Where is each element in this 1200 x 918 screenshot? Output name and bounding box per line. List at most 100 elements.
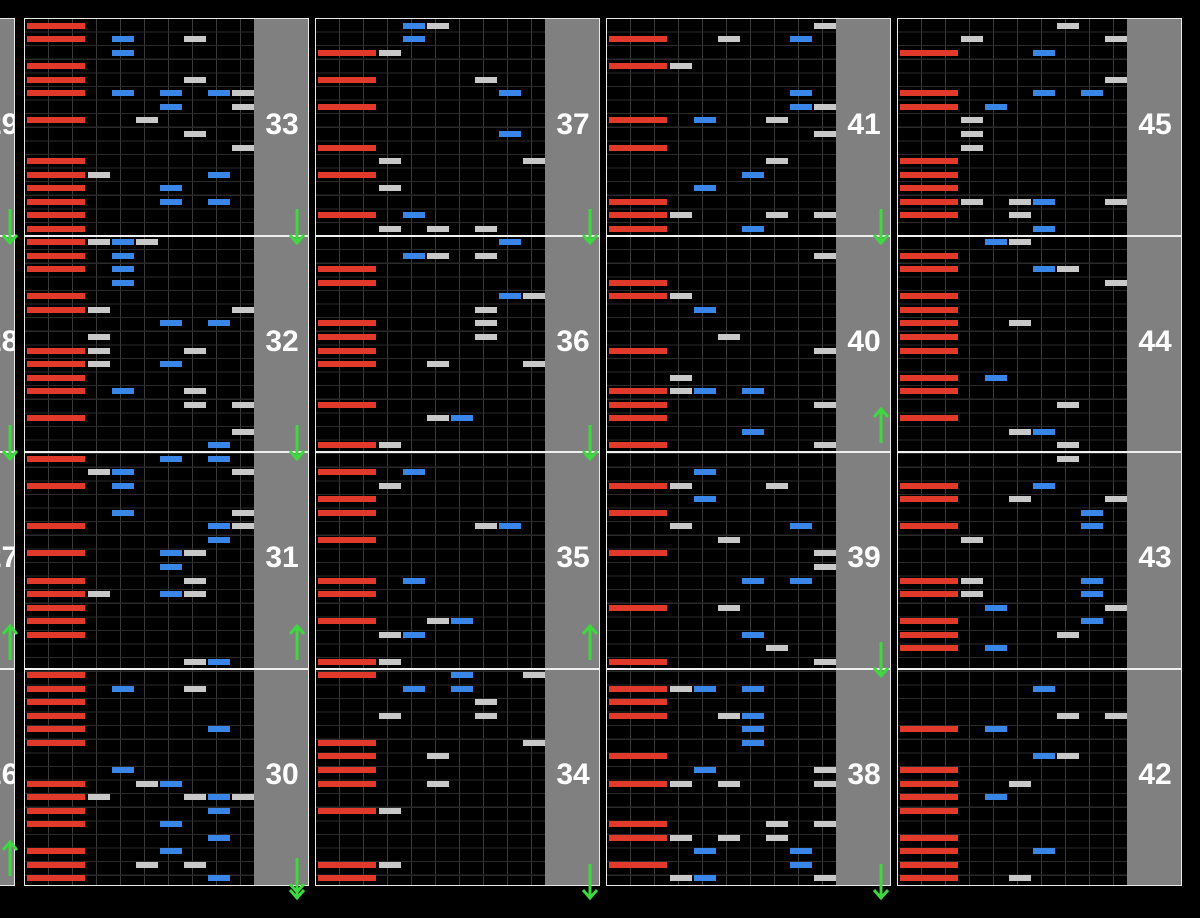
scratch-note — [609, 212, 667, 219]
white-key-note — [1009, 320, 1031, 327]
scratch-note — [609, 861, 667, 868]
white-key-note — [1057, 455, 1079, 462]
white-key-note — [475, 225, 497, 232]
white-key-note — [232, 401, 254, 408]
scratch-note — [27, 875, 85, 882]
measure-number: 44 — [1138, 324, 1172, 358]
scratch-note — [318, 333, 376, 340]
measure-separator — [0, 667, 14, 670]
white-key-note — [1105, 36, 1127, 43]
scratch-note — [27, 672, 85, 679]
scratch-note — [609, 279, 667, 286]
blue-key-note — [694, 848, 716, 855]
scratch-note — [900, 90, 958, 97]
scratch-note — [900, 198, 958, 205]
blue-key-note — [1033, 428, 1055, 435]
scratch-note — [27, 848, 85, 855]
blue-key-note — [112, 509, 134, 516]
chart-column: 42 43 44 45 — [897, 18, 1182, 886]
scratch-note — [900, 726, 958, 733]
scratch-note — [27, 36, 85, 43]
white-key-note — [475, 320, 497, 327]
blue-key-note — [790, 861, 812, 868]
white-key-note — [232, 794, 254, 801]
scratch-note — [27, 780, 85, 787]
scratch-note — [609, 604, 667, 611]
blue-key-note — [403, 252, 425, 259]
scratch-note — [318, 807, 376, 814]
blue-key-note — [985, 645, 1007, 652]
white-key-note — [184, 591, 206, 598]
white-key-note — [475, 699, 497, 706]
white-key-note — [961, 144, 983, 151]
white-key-note — [475, 712, 497, 719]
scratch-note — [609, 63, 667, 70]
bpm-down-arrow-icon — [1, 208, 19, 245]
white-key-note — [379, 185, 401, 192]
blue-key-note — [985, 794, 1007, 801]
scratch-note — [900, 631, 958, 638]
scratch-note — [27, 591, 85, 598]
blue-key-note — [112, 279, 134, 286]
blue-key-note — [742, 712, 764, 719]
measure-separator — [316, 667, 599, 670]
white-key-note — [136, 780, 158, 787]
measure-number: 39 — [847, 541, 881, 575]
white-key-note — [427, 415, 449, 422]
blue-key-note — [1033, 482, 1055, 489]
white-key-note — [766, 834, 788, 841]
blue-key-note — [160, 848, 182, 855]
white-key-note — [379, 158, 401, 165]
scratch-note — [27, 306, 85, 313]
scratch-note — [27, 861, 85, 868]
white-key-note — [1009, 780, 1031, 787]
blue-key-note — [160, 361, 182, 368]
blue-key-note — [160, 90, 182, 97]
measure-number: 40 — [847, 324, 881, 358]
scratch-note — [318, 753, 376, 760]
blue-key-note — [1081, 577, 1103, 584]
blue-key-note — [208, 171, 230, 178]
blue-key-note — [112, 49, 134, 56]
measure-separator — [0, 451, 14, 453]
scratch-note — [27, 374, 85, 381]
scratch-note — [900, 347, 958, 354]
blue-key-note — [403, 22, 425, 29]
blue-key-note — [985, 604, 1007, 611]
scratch-note — [27, 225, 85, 232]
scratch-note — [609, 117, 667, 124]
white-key-note — [1105, 279, 1127, 286]
white-key-note — [766, 482, 788, 489]
measure-separator — [607, 234, 890, 237]
scratch-note — [318, 780, 376, 787]
scratch-note — [900, 645, 958, 652]
scratch-note — [609, 401, 667, 408]
scratch-note — [318, 469, 376, 476]
white-key-note — [88, 794, 110, 801]
blue-key-note — [208, 455, 230, 462]
white-key-note — [232, 469, 254, 476]
white-key-note — [379, 49, 401, 56]
white-key-note — [1057, 401, 1079, 408]
scratch-note — [900, 496, 958, 503]
white-key-note — [184, 794, 206, 801]
white-key-note — [766, 821, 788, 828]
white-key-note — [136, 861, 158, 868]
scratch-note — [900, 618, 958, 625]
white-key-note — [475, 523, 497, 530]
scratch-note — [900, 766, 958, 773]
white-key-note — [1105, 198, 1127, 205]
white-key-note — [1057, 442, 1079, 449]
white-key-note — [961, 131, 983, 138]
white-key-note — [1105, 604, 1127, 611]
scratch-note — [900, 320, 958, 327]
white-key-note — [670, 388, 692, 395]
white-key-note — [427, 361, 449, 368]
white-key-note — [232, 90, 254, 97]
measure-number: 43 — [1138, 541, 1172, 575]
scratch-note — [27, 577, 85, 584]
blue-key-note — [112, 469, 134, 476]
white-key-note — [88, 333, 110, 340]
white-key-note — [184, 76, 206, 83]
white-key-note — [88, 239, 110, 246]
